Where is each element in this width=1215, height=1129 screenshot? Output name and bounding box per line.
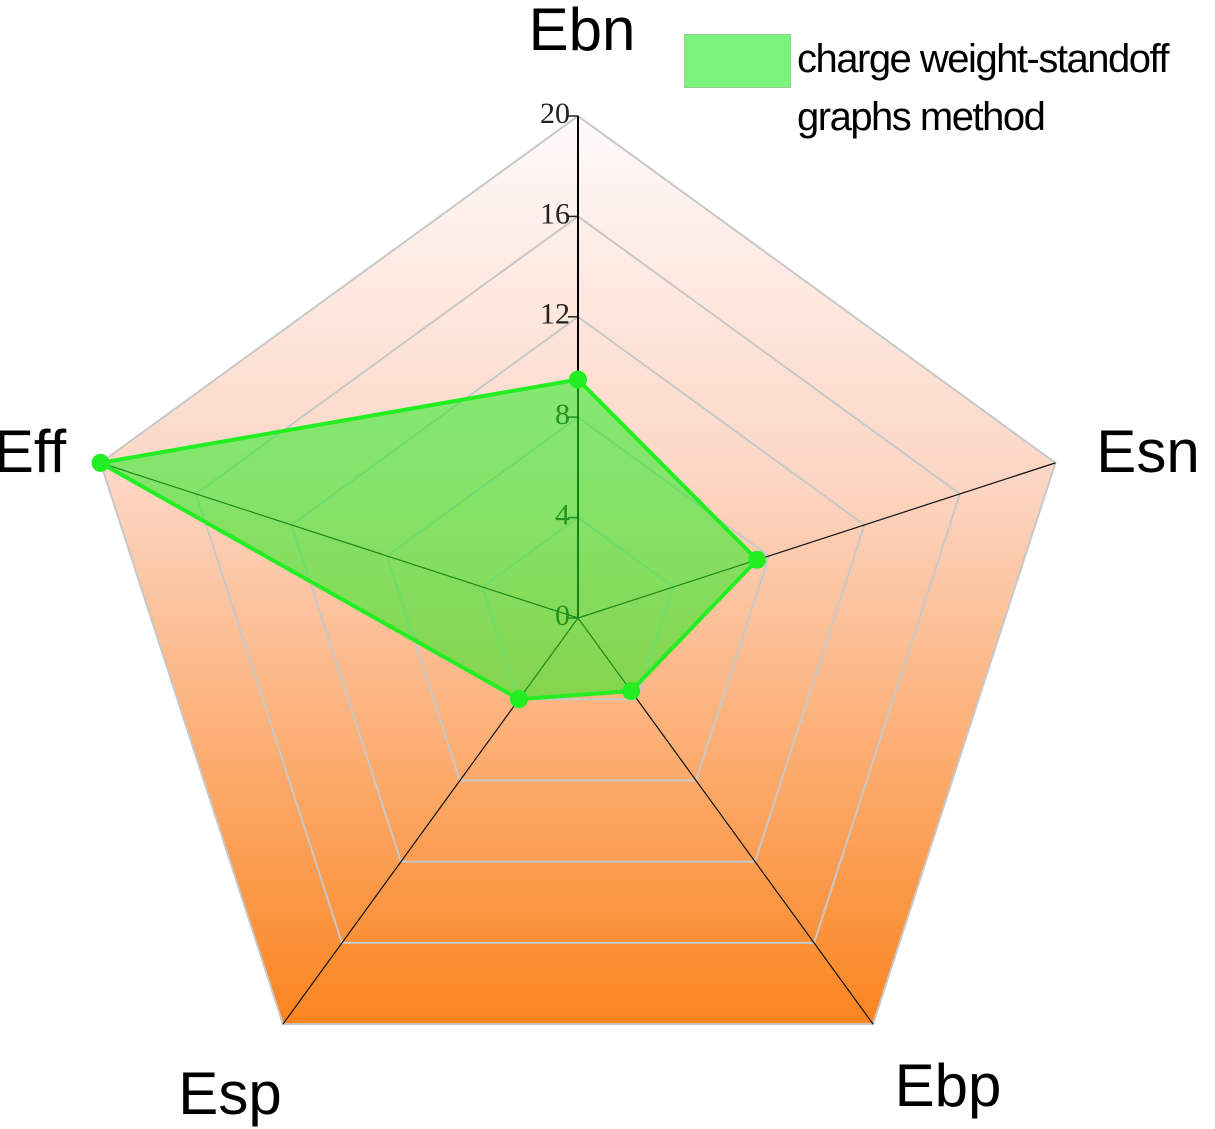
axis-label: Ebp	[895, 1052, 1002, 1119]
data-point	[509, 690, 528, 709]
axis-label: Esn	[1096, 418, 1199, 485]
axis-label: Eff	[0, 418, 66, 485]
axis-label: Esp	[178, 1060, 281, 1127]
legend-swatch	[684, 34, 791, 88]
grid-ring	[99, 114, 1057, 1026]
y-tick-label: 16	[540, 197, 570, 230]
data-point	[569, 370, 587, 389]
data-point	[622, 682, 641, 701]
axis-label: Ebn	[529, 0, 636, 63]
series-area	[94, 377, 760, 702]
data-point	[91, 453, 110, 472]
y-tick-label: 12	[540, 298, 570, 331]
y-tick-label: 20	[540, 97, 570, 130]
legend-label: charge weight-standoff graphs method	[797, 37, 1169, 139]
data-point	[748, 550, 767, 569]
legend: charge weight-standoff graphs method	[684, 30, 1215, 146]
